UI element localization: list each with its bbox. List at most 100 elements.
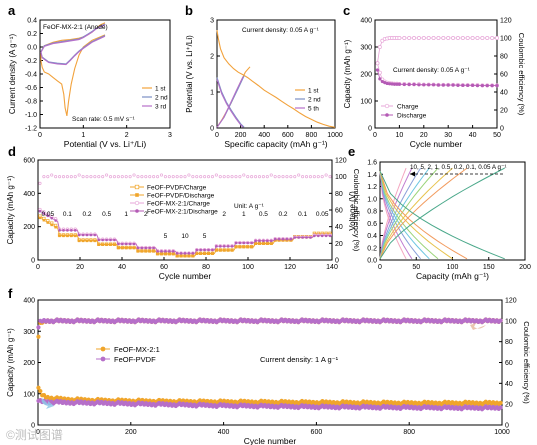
d-point: [164, 252, 167, 256]
d-point: [128, 175, 132, 179]
c-x-tick-label: 30: [444, 132, 452, 139]
d-point: [171, 250, 175, 253]
e-series-line-discharge-0.2: [379, 171, 453, 260]
c-legend-label: Charge: [397, 104, 419, 111]
c-point: [427, 83, 431, 87]
c-point: [412, 82, 416, 87]
c-point: [446, 36, 451, 40]
c-point: [480, 36, 485, 40]
d-point: [238, 245, 242, 249]
a-legend-label: 2 nd: [155, 95, 168, 102]
b-plot-frame: [216, 19, 336, 129]
d-point: [46, 175, 50, 179]
d-point: [163, 175, 167, 179]
f-y2-tick-label: 40: [505, 381, 513, 388]
c-point: [421, 36, 426, 40]
panel-letter-a: a: [8, 3, 16, 18]
a-x-tick-label: 3: [168, 132, 172, 139]
d-point: [191, 252, 195, 255]
c-point: [407, 36, 412, 40]
c-point: [426, 36, 431, 40]
d-point: [85, 175, 89, 179]
d-point: [38, 181, 42, 185]
c-point: [436, 36, 441, 40]
d-point: [246, 175, 250, 179]
d-x-tick-label: 120: [284, 264, 296, 271]
d-point: [148, 246, 152, 250]
d-point: [254, 175, 258, 179]
d-rate-label: 5: [164, 233, 168, 240]
d-point: [293, 236, 297, 239]
c-annotation: Current density: 0.05 A g⁻¹: [393, 67, 471, 74]
d-point: [128, 242, 132, 246]
d-point: [242, 245, 246, 249]
d-point: [258, 239, 261, 243]
d-point: [120, 242, 124, 246]
d-point: [269, 239, 273, 243]
c-point: [441, 36, 446, 40]
d-point: [65, 175, 69, 179]
f-annotation: Current density: 1 A g⁻¹: [260, 355, 339, 364]
d-point: [285, 175, 289, 179]
c-point: [460, 36, 465, 40]
panel-letter-b: b: [185, 3, 193, 18]
a-legend-label: 3 rd: [155, 104, 167, 111]
d-x-tick-label: 140: [326, 264, 338, 271]
d-point: [42, 175, 46, 179]
d-rate-label: 10: [181, 233, 189, 240]
d-rate-label: 2: [144, 211, 148, 218]
c-point: [495, 36, 499, 40]
b-x-axis-label: Specific capacity (mAh g⁻¹): [224, 139, 327, 149]
d-point: [62, 234, 65, 238]
f-right-arrow-icon: [470, 323, 486, 330]
d-point: [148, 250, 152, 253]
c-point: [397, 82, 401, 86]
b-legend-label: 2 nd: [308, 97, 321, 104]
d-point: [222, 249, 226, 252]
d-point: [281, 237, 285, 241]
e-series-line-discharge-1: [379, 171, 430, 260]
d-point: [195, 248, 199, 252]
d-point: [148, 175, 152, 179]
d-point: [136, 250, 140, 253]
d-point: [144, 246, 148, 250]
d-point: [136, 175, 140, 179]
e-x-tick-label: 150: [483, 264, 495, 271]
d-point: [238, 241, 242, 245]
c-x-axis-label: Cycle number: [410, 139, 463, 149]
d-point: [93, 239, 97, 243]
c-y2-tick-label: 0: [500, 126, 504, 133]
d-point: [250, 175, 254, 179]
c-y2-tick-label: 100: [500, 36, 512, 43]
d-point: [234, 241, 238, 245]
f-point: [36, 385, 41, 390]
d-point: [101, 238, 104, 242]
e-series-line-charge-10: [379, 167, 407, 259]
d-point: [140, 246, 144, 250]
c-point: [436, 83, 441, 87]
d-point: [328, 234, 332, 238]
d-rate-label: 5: [203, 233, 207, 240]
c-point: [465, 36, 470, 40]
d-point: [238, 175, 242, 179]
d-point: [199, 248, 202, 252]
d-point: [262, 239, 265, 243]
d-point: [50, 173, 54, 177]
e-series-line-discharge-0.5: [379, 171, 439, 260]
c-point: [416, 36, 421, 40]
d-point: [97, 243, 101, 246]
d-point: [226, 245, 230, 248]
d-point: [85, 239, 89, 243]
d-point: [226, 249, 230, 252]
f-x-tick-label: 1000: [494, 429, 510, 436]
a-y-tick-label: -0.2: [25, 58, 37, 65]
c-x-tick-label: 40: [469, 132, 477, 139]
d-y-tick-label: 0: [31, 258, 35, 265]
d-point: [195, 252, 199, 255]
f-y2-tick-label: 60: [505, 360, 513, 367]
d-point: [324, 173, 328, 177]
d-point: [207, 252, 210, 255]
c-y-axis-label: Capacity (mAh g⁻¹): [343, 39, 352, 108]
f-x-axis-label: Cycle number: [244, 436, 297, 445]
d-point: [277, 175, 281, 179]
